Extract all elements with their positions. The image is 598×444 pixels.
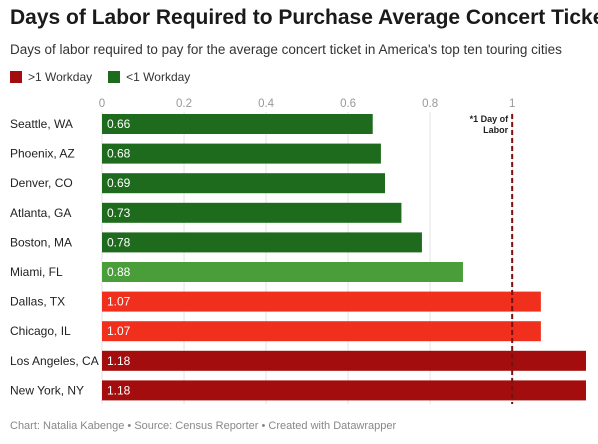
bar — [102, 114, 373, 134]
legend-swatch-over — [10, 71, 22, 83]
bar — [102, 262, 463, 282]
category-label: Boston, MA — [10, 235, 72, 249]
reference-line-label: *1 Day of — [470, 114, 510, 124]
bar-value-label: 0.66 — [107, 117, 131, 131]
bar — [102, 143, 381, 164]
legend-label-under: <1 Workday — [126, 70, 191, 84]
category-label: Atlanta, GA — [10, 206, 71, 220]
bar — [102, 202, 402, 223]
category-label: Phoenix, AZ — [10, 147, 75, 161]
category-label: Seattle, WA — [10, 117, 73, 131]
bar-value-label: 1.07 — [107, 324, 131, 338]
x-tick-label: 0 — [99, 98, 105, 110]
x-tick-label: 0.6 — [340, 98, 356, 110]
x-tick-label: 0.2 — [176, 98, 192, 110]
legend-label-over: >1 Workday — [28, 70, 93, 84]
bar-value-label: 1.18 — [107, 354, 131, 368]
bar — [102, 232, 422, 253]
bar — [102, 380, 586, 401]
category-label: Dallas, TX — [10, 295, 65, 309]
bar-value-label: 1.07 — [107, 295, 131, 309]
bar — [102, 173, 386, 194]
bar — [102, 291, 541, 312]
chart-title: Days of Labor Required to Purchase Avera… — [10, 6, 598, 29]
bar — [102, 321, 541, 342]
chart-subtitle: Days of labor required to pay for the av… — [10, 42, 562, 57]
category-label: Chicago, IL — [10, 324, 71, 338]
x-tick-label: 0.4 — [258, 98, 275, 110]
bar-value-label: 0.68 — [107, 147, 131, 161]
bar-value-label: 0.69 — [107, 176, 131, 190]
category-label: Los Angeles, CA — [10, 354, 99, 368]
legend: >1 Workday <1 Workday — [10, 70, 190, 84]
category-label: Denver, CO — [10, 176, 73, 190]
legend-item-under-workday: <1 Workday — [108, 70, 190, 84]
bar-value-label: 1.18 — [107, 383, 131, 397]
bar-value-label: 0.88 — [107, 265, 131, 279]
bar-value-label: 0.73 — [107, 206, 131, 220]
chart-footer: Chart: Natalia Kabenge • Source: Census … — [10, 420, 397, 432]
legend-swatch-under — [108, 71, 121, 83]
legend-item-over-workday: >1 Workday — [10, 70, 92, 84]
category-label: Miami, FL — [10, 265, 63, 279]
x-tick-label: 0.8 — [422, 98, 438, 110]
bar-value-label: 0.78 — [107, 235, 131, 249]
reference-line-label: Labor — [483, 125, 508, 135]
category-label: New York, NY — [10, 383, 84, 397]
x-tick-label: 1 — [509, 98, 515, 110]
bar — [102, 350, 586, 371]
